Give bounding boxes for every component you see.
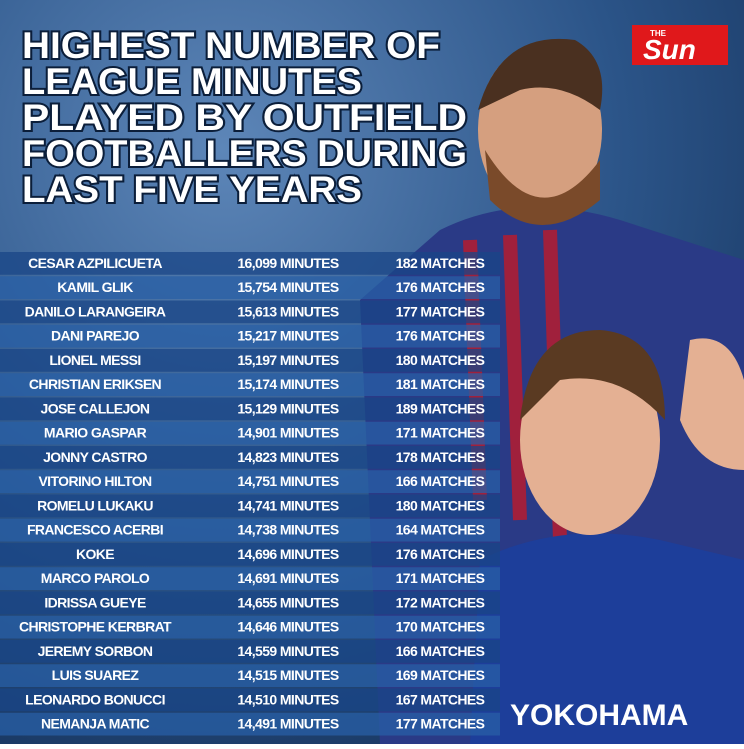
player-name: JONNY CASTRO — [43, 449, 147, 465]
row-band — [0, 373, 500, 396]
row-band — [0, 640, 500, 663]
matches: 180 MATCHES — [396, 497, 485, 513]
minutes: 15,613 MINUTES — [237, 303, 339, 319]
row-band — [0, 446, 500, 469]
player-name: JEREMY SORBON — [38, 643, 153, 659]
row-band — [0, 300, 500, 324]
player-name: MARIO GASPAR — [44, 425, 147, 441]
matches: 169 MATCHES — [396, 667, 485, 683]
matches: 177 MATCHES — [396, 716, 485, 732]
player-name: MARCO PAROLO — [41, 570, 150, 586]
row-band — [0, 421, 500, 445]
title-line: PLAYED BY OUTFIELD — [22, 97, 467, 138]
azpi-hair — [520, 330, 665, 420]
matches: 171 MATCHES — [396, 570, 485, 586]
matches: 181 MATCHES — [396, 376, 485, 392]
minutes: 15,217 MINUTES — [237, 328, 339, 344]
row-band — [0, 252, 500, 275]
player-name: LUIS SUAREZ — [52, 667, 140, 683]
sponsor: YOKOHAMA — [510, 699, 688, 732]
azpi-shirt — [470, 533, 744, 744]
row-band — [0, 397, 500, 421]
matches: 176 MATCHES — [396, 546, 485, 562]
row-band — [0, 349, 500, 372]
title-line: LAST FIVE YEARS — [22, 169, 362, 210]
minutes: 14,741 MINUTES — [237, 497, 339, 513]
messi-hair — [478, 38, 603, 110]
azpi-hand — [680, 338, 744, 470]
minutes: 16,099 MINUTES — [237, 255, 339, 271]
minutes: 14,696 MINUTES — [237, 546, 339, 562]
row-band — [0, 615, 500, 639]
player-name: IDRISSA GUEYE — [44, 594, 146, 610]
player-name: FRANCESCO ACERBI — [27, 522, 163, 538]
row-band — [0, 591, 500, 615]
row-band — [0, 518, 500, 542]
minutes: 14,655 MINUTES — [237, 594, 339, 610]
minutes: 15,754 MINUTES — [237, 279, 339, 295]
minutes: 15,197 MINUTES — [237, 352, 339, 368]
player-name: LIONEL MESSI — [49, 352, 140, 368]
minutes: 14,751 MINUTES — [237, 473, 339, 489]
row-band — [0, 543, 500, 566]
title-line: HIGHEST NUMBER OF — [22, 25, 440, 66]
matches: 166 MATCHES — [396, 643, 485, 659]
logo-small: THE — [650, 29, 667, 38]
matches: 176 MATCHES — [396, 328, 485, 344]
minutes: 14,738 MINUTES — [237, 522, 339, 538]
matches: 182 MATCHES — [396, 255, 485, 271]
minutes: 14,691 MINUTES — [237, 570, 339, 586]
table: CESAR AZPILICUETA 16,099 MINUTES 182 MATCH… — [0, 252, 500, 736]
azpi-head — [520, 345, 660, 535]
matches: 176 MATCHES — [396, 279, 485, 295]
logo-box — [632, 25, 728, 65]
row-band — [0, 324, 500, 348]
matches: 164 MATCHES — [396, 522, 485, 538]
minutes: 14,491 MINUTES — [237, 716, 339, 732]
player-name: JOSE CALLEJON — [41, 400, 150, 416]
player-name: CHRISTIAN ERIKSEN — [29, 376, 162, 392]
row-band — [0, 276, 500, 299]
player-name: LEONARDO BONUCCI — [25, 691, 165, 707]
logo-text: Sun — [643, 34, 696, 65]
logo: THE Sun — [632, 25, 728, 65]
matches: 166 MATCHES — [396, 473, 485, 489]
row-band — [0, 494, 500, 518]
player-name: KAMIL GLIK — [57, 279, 133, 295]
title-line: LEAGUE MINUTES — [22, 61, 362, 102]
minutes: 14,901 MINUTES — [237, 425, 339, 441]
minutes: 14,510 MINUTES — [237, 691, 339, 707]
matches: 171 MATCHES — [396, 425, 485, 441]
row-band — [0, 712, 500, 736]
matches: 189 MATCHES — [396, 400, 485, 416]
matches: 177 MATCHES — [396, 303, 485, 319]
matches: 170 MATCHES — [396, 619, 485, 635]
minutes: 15,174 MINUTES — [237, 376, 339, 392]
player-name: DANILO LARANGEIRA — [25, 303, 166, 319]
matches: 167 MATCHES — [396, 691, 485, 707]
row-band — [0, 664, 500, 687]
minutes: 14,515 MINUTES — [237, 667, 339, 683]
messi-beard — [485, 150, 600, 225]
matches: 172 MATCHES — [396, 594, 485, 610]
player-name: KOKE — [76, 546, 114, 562]
player-name: CESAR AZPILICUETA — [28, 255, 162, 271]
player-name: DANI PAREJO — [51, 328, 140, 344]
minutes: 14,823 MINUTES — [237, 449, 339, 465]
matches: 178 MATCHES — [396, 449, 485, 465]
row-band — [0, 567, 500, 590]
row-band — [0, 688, 500, 712]
minutes: 14,646 MINUTES — [237, 619, 339, 635]
matches: 180 MATCHES — [396, 352, 485, 368]
player-name: NEMANJA MATIC — [41, 716, 150, 732]
minutes: 15,129 MINUTES — [237, 400, 339, 416]
player-name: VITORINO HILTON — [38, 473, 152, 489]
row-band — [0, 470, 500, 493]
minutes: 14,559 MINUTES — [237, 643, 339, 659]
player-name: ROMELU LUKAKU — [37, 497, 153, 513]
player-name: CHRISTOPHE KERBRAT — [19, 619, 172, 635]
title-line: FOOTBALLERS DURING — [22, 133, 467, 174]
